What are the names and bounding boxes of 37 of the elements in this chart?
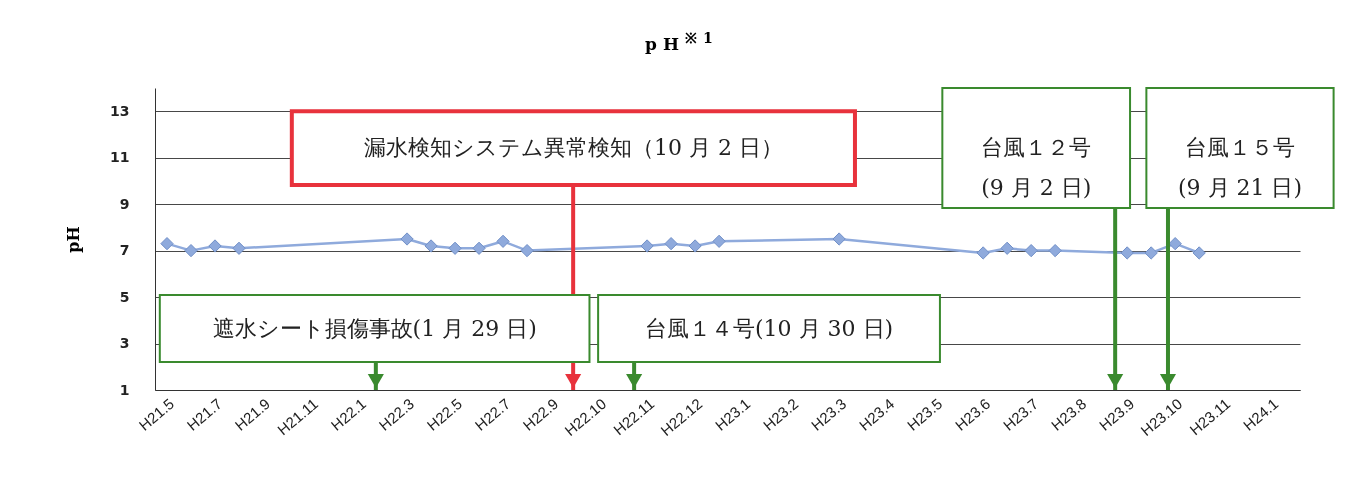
y-tick-label: 1 [119, 381, 130, 398]
point [712, 234, 726, 248]
point [688, 239, 702, 253]
y-axis-title: pH [64, 226, 84, 253]
point [232, 241, 246, 255]
y-tick-label: 7 [119, 242, 130, 259]
point [424, 239, 438, 253]
y-tick-label: 13 [110, 102, 130, 119]
point [1048, 243, 1062, 258]
point [1168, 237, 1182, 251]
point [664, 237, 678, 251]
point [1000, 241, 1014, 255]
point [1144, 246, 1158, 260]
point [496, 234, 510, 248]
point [832, 232, 846, 246]
annotation: 台風１２号 (9 月 2 日) [981, 135, 1092, 201]
y-tick-label: 5 [119, 288, 130, 305]
point [160, 237, 174, 251]
point [448, 241, 462, 255]
annotation: 台風１４号(10 月 30 日) [644, 315, 894, 341]
annotation: 漏水検知システム異常検知（10 月 2 日） [363, 135, 783, 161]
annotation: 遮水シート損傷事故(1 月 29 日) [212, 315, 537, 341]
point [184, 243, 198, 258]
point [472, 241, 486, 255]
point [208, 239, 222, 253]
y-tick-label: 3 [119, 335, 130, 352]
point [1024, 243, 1038, 258]
point [1120, 246, 1134, 260]
point [520, 243, 534, 258]
point [1192, 246, 1206, 260]
chart-title: pH$^{※1}$ [644, 29, 720, 54]
point [640, 239, 654, 253]
y-tick-label: 11 [110, 149, 130, 166]
y-tick-label: 9 [119, 195, 130, 212]
point [976, 246, 990, 260]
annotation: 台風１５号 (9 月 21 日) [1177, 135, 1303, 201]
point [400, 232, 414, 246]
